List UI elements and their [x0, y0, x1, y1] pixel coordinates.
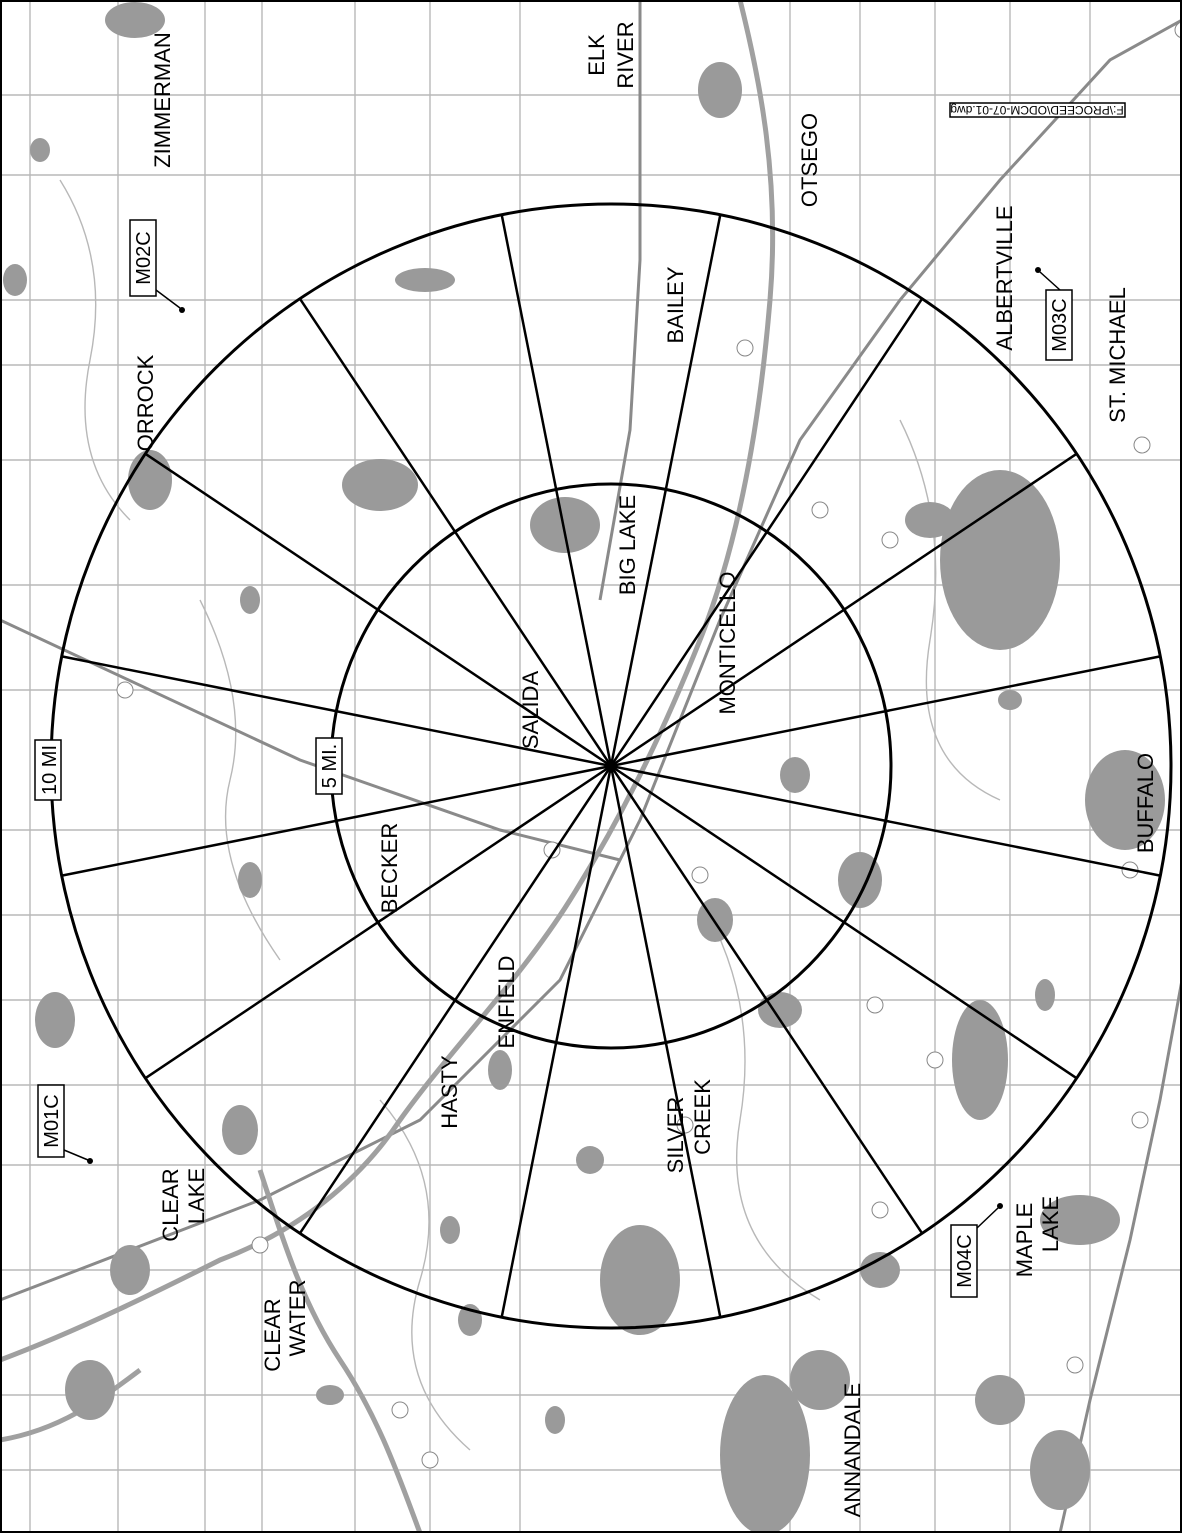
place-maple-lake-2: LAKE — [1038, 1196, 1063, 1252]
sector-lines — [61, 214, 1161, 1318]
station-m04c: M04C — [950, 1203, 1003, 1298]
sector-line — [61, 655, 612, 768]
svg-text:5 MI.: 5 MI. — [319, 744, 341, 788]
road-shield-icon — [691, 866, 709, 884]
station-marker-icon — [997, 1203, 1003, 1209]
place-big-lake: BIG LAKE — [615, 495, 640, 595]
sector-line — [610, 655, 1161, 768]
place-buffalo: BUFFALO — [1133, 753, 1158, 853]
station-m02c: M02C — [129, 219, 185, 313]
place-bailey: BAILEY — [663, 266, 688, 343]
place-maple-lake-1: MAPLE — [1012, 1203, 1037, 1278]
sector-line — [609, 765, 924, 1234]
sector-line — [144, 452, 612, 768]
place-clear-lake-1: CLEAR — [158, 1168, 183, 1241]
station-marker-icon — [1035, 267, 1041, 273]
road-shield-icon — [543, 841, 561, 859]
place-orrock: ORROCK — [133, 354, 158, 451]
road-shield-icon — [421, 1451, 439, 1469]
sector-line — [609, 214, 722, 767]
road-shield-icon — [251, 1236, 269, 1254]
road-shields — [116, 21, 1182, 1469]
place-clear-water-2: WATER — [285, 1280, 310, 1357]
road-shield-icon — [116, 681, 134, 699]
ring-label-inner: 5 MI. — [315, 737, 343, 795]
place-clear-lake-2: LAKE — [184, 1168, 209, 1224]
sector-line — [500, 214, 613, 767]
road-shield-icon — [736, 339, 754, 357]
road-shield-icon — [1066, 1356, 1084, 1374]
station-marker-icon — [179, 307, 185, 313]
place-becker: BECKER — [377, 823, 402, 913]
place-albertville: ALBERTVILLE — [992, 205, 1017, 350]
sector-line — [610, 764, 1161, 877]
place-otsego: OTSEGO — [797, 113, 822, 207]
road-shield-icon — [811, 501, 829, 519]
file-label: F:\PROCEED\ODCM-07-01.dwg — [949, 102, 1126, 118]
road-shield-icon — [871, 1201, 889, 1219]
place-labels: ZIMMERMAN ELK RIVER OTSEGO ALBERTVILLE S… — [133, 21, 1158, 1517]
road-shield-icon — [926, 1051, 944, 1069]
place-creek: CREEK — [690, 1079, 715, 1155]
station-m01c: M01C — [37, 1084, 93, 1164]
sector-line — [609, 765, 722, 1318]
road-shield-icon — [391, 1401, 409, 1419]
sector-line — [610, 452, 1078, 768]
sector-line — [144, 764, 612, 1080]
place-st-michael: ST. MICHAEL — [1105, 287, 1130, 423]
place-clear-water-1: CLEAR — [260, 1298, 285, 1371]
sector-line — [609, 298, 924, 767]
station-m03c: M03C — [1035, 267, 1073, 361]
place-enfield: ENFIELD — [494, 956, 519, 1049]
svg-text:M01C: M01C — [41, 1094, 63, 1147]
station-marker-icon — [87, 1158, 93, 1164]
place-hasty: HASTY — [437, 1055, 462, 1129]
place-silver: SILVER — [663, 1097, 688, 1174]
place-elk: ELK — [584, 34, 609, 76]
sector-line — [298, 298, 613, 767]
place-monticello: MONTICELLO — [715, 571, 740, 714]
road-shield-icon — [1133, 436, 1151, 454]
road-shield-icon — [1131, 1111, 1149, 1129]
sector-line — [500, 765, 613, 1318]
sector-line — [298, 765, 613, 1234]
svg-text:M04C: M04C — [954, 1234, 976, 1287]
place-river: RIVER — [613, 21, 638, 88]
road-shield-icon — [881, 531, 899, 549]
ring-label-outer: 10 MI — [34, 739, 62, 801]
road-shield-icon — [866, 996, 884, 1014]
place-zimmerman: ZIMMERMAN — [150, 32, 175, 168]
lakes — [3, 2, 1165, 1533]
svg-text:M02C: M02C — [133, 231, 155, 284]
place-salida: SALIDA — [518, 671, 543, 750]
sector-line — [61, 764, 612, 877]
place-annandale: ANNANDALE — [840, 1383, 865, 1517]
sector-line — [610, 764, 1078, 1080]
svg-text:M03C: M03C — [1049, 298, 1071, 351]
svg-text:10 MI: 10 MI — [39, 745, 61, 795]
svg-text:F:\PROCEED\ODCM-07-01.dwg: F:\PROCEED\ODCM-07-01.dwg — [950, 103, 1123, 117]
